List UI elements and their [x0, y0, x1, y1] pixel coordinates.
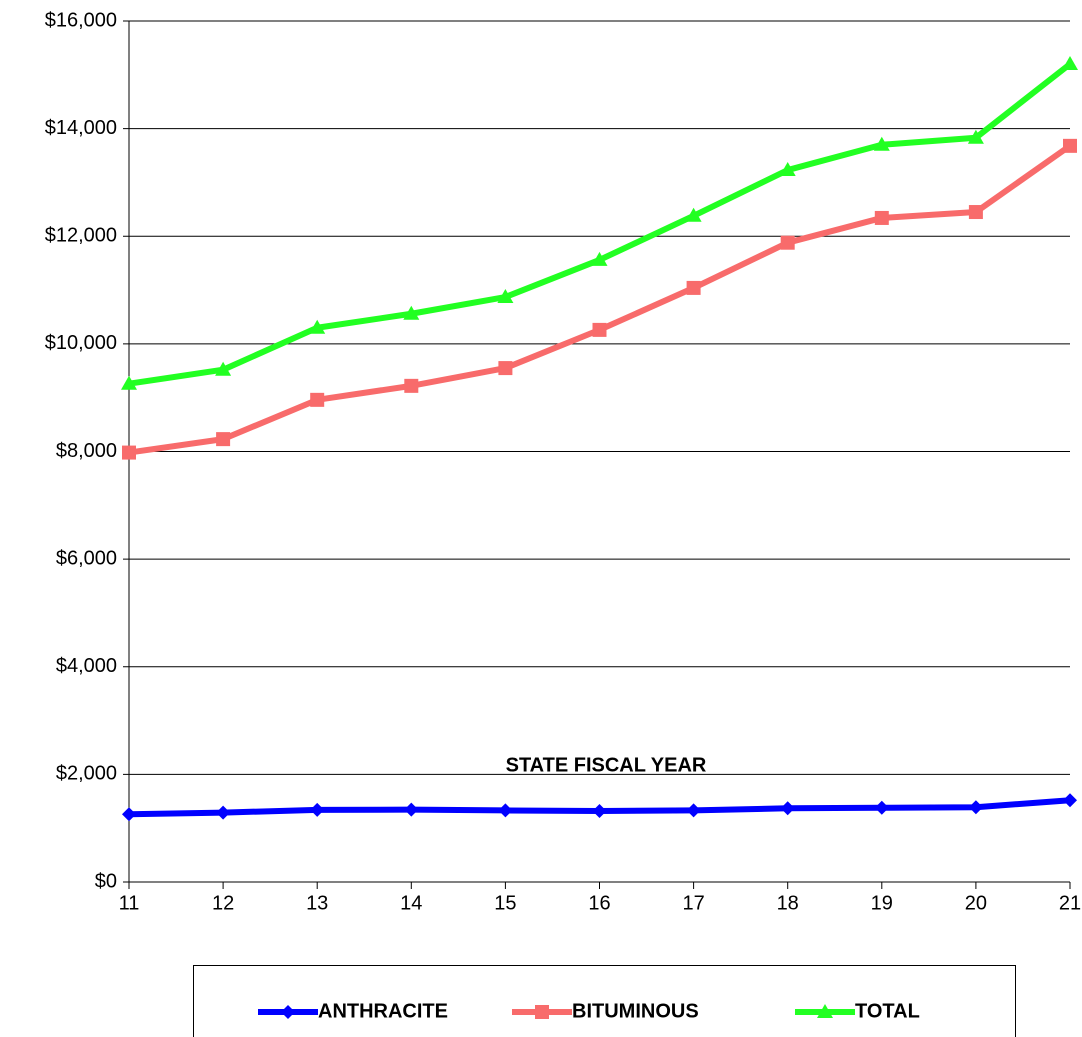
legend-box [193, 965, 1016, 1037]
x-tick-label: 16 [588, 892, 610, 914]
x-axis-title: STATE FISCAL YEAR [506, 754, 707, 776]
data-point [968, 800, 983, 815]
y-tick-label: $2,000 [56, 763, 117, 785]
legend-label: BITUMINOUS [572, 1000, 699, 1022]
data-point [215, 361, 232, 376]
data-point [404, 378, 419, 393]
data-point [403, 305, 420, 320]
x-tick-label: 18 [777, 892, 799, 914]
legend-marker [817, 1004, 833, 1018]
x-tick-label: 19 [871, 892, 893, 914]
data-point [404, 802, 419, 817]
data-point [874, 210, 889, 225]
x-tick-label: 20 [965, 892, 987, 914]
x-tick-label: 14 [400, 892, 422, 914]
x-tick-label: 12 [212, 892, 234, 914]
data-point [780, 801, 795, 816]
data-point [686, 803, 701, 818]
data-point [122, 807, 136, 822]
y-tick-label: $16,000 [45, 9, 117, 31]
data-point [1063, 138, 1077, 153]
x-tick-label: 13 [306, 892, 328, 914]
data-point [874, 800, 889, 815]
data-point [122, 445, 136, 460]
y-tick-label: $12,000 [45, 225, 117, 247]
legend-marker [281, 1005, 295, 1019]
data-point [873, 136, 890, 151]
data-point [1062, 56, 1078, 71]
x-tick-label: 11 [119, 892, 140, 914]
data-point [686, 280, 701, 295]
data-point [497, 289, 514, 304]
x-tick-label: 21 [1059, 892, 1081, 914]
data-point [1063, 793, 1077, 808]
data-point [498, 361, 513, 376]
data-point [216, 805, 231, 820]
y-tick-label: $6,000 [56, 547, 117, 569]
y-tick-label: $14,000 [45, 117, 117, 139]
y-tick-label: $8,000 [56, 440, 117, 462]
x-tick-label: 17 [682, 892, 704, 914]
data-point [592, 322, 607, 337]
data-point [591, 251, 608, 266]
legend-label: TOTAL [855, 1000, 920, 1022]
x-tick-label: 15 [494, 892, 516, 914]
y-tick-label: $0 [95, 870, 117, 892]
y-tick-label: $4,000 [56, 655, 117, 677]
legend-label: ANTHRACITE [318, 1000, 448, 1022]
data-point [498, 803, 513, 818]
data-point [310, 392, 325, 407]
series-line [128, 143, 1072, 456]
data-point [685, 207, 702, 222]
data-point [967, 129, 984, 144]
data-point [216, 432, 231, 447]
data-point [121, 375, 137, 390]
data-point [592, 803, 607, 818]
data-point [310, 802, 325, 817]
y-tick-label: $10,000 [45, 332, 117, 354]
legend-marker [535, 1005, 549, 1019]
data-point [968, 205, 983, 220]
data-point [309, 319, 326, 334]
data-point [780, 235, 795, 250]
data-point [779, 162, 796, 177]
